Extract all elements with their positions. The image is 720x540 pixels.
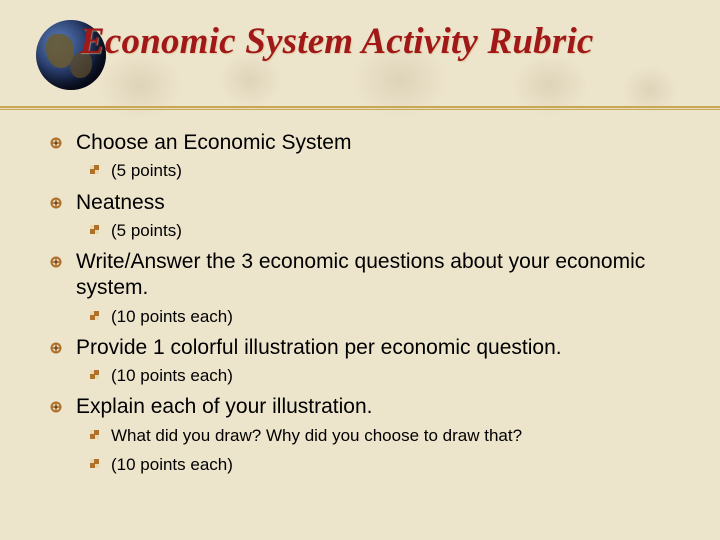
list-item-l1: Write/Answer the 3 economic questions ab… [50, 249, 680, 302]
title-underline [0, 106, 720, 108]
rubric-item: Neatness (5 points) [50, 190, 680, 242]
square-bullet-icon [90, 370, 99, 379]
rubric-item: Provide 1 colorful illustration per econ… [50, 335, 680, 387]
item-text: Neatness [76, 190, 165, 216]
subitem-text: What did you draw? Why did you choose to… [111, 425, 522, 446]
list-item-l2: What did you draw? Why did you choose to… [90, 425, 680, 446]
slide-title: Economic System Activity Rubric [80, 20, 710, 63]
compass-bullet-icon [50, 137, 62, 149]
list-item-l2: (10 points each) [90, 454, 680, 475]
rubric-item: Choose an Economic System (5 points) [50, 130, 680, 182]
subitem-text: (5 points) [111, 160, 182, 181]
list-item-l2: (10 points each) [90, 365, 680, 386]
subitem-text: (10 points each) [111, 306, 233, 327]
list-item-l1: Choose an Economic System [50, 130, 680, 156]
square-bullet-icon [90, 430, 99, 439]
subitem-text: (10 points each) [111, 365, 233, 386]
square-bullet-icon [90, 165, 99, 174]
list-item-l1: Neatness [50, 190, 680, 216]
list-item-l2: (5 points) [90, 160, 680, 181]
item-text: Write/Answer the 3 economic questions ab… [76, 249, 680, 302]
subitem-text: (5 points) [111, 220, 182, 241]
square-bullet-icon [90, 225, 99, 234]
compass-bullet-icon [50, 342, 62, 354]
list-item-l1: Provide 1 colorful illustration per econ… [50, 335, 680, 361]
subitem-text: (10 points each) [111, 454, 233, 475]
square-bullet-icon [90, 311, 99, 320]
item-text: Explain each of your illustration. [76, 394, 373, 420]
list-item-l2: (5 points) [90, 220, 680, 241]
item-text: Choose an Economic System [76, 130, 351, 156]
compass-bullet-icon [50, 197, 62, 209]
content-area: Choose an Economic System (5 points) Nea… [50, 130, 680, 483]
square-bullet-icon [90, 459, 99, 468]
rubric-item: Write/Answer the 3 economic questions ab… [50, 249, 680, 327]
compass-bullet-icon [50, 401, 62, 413]
compass-bullet-icon [50, 256, 62, 268]
list-item-l1: Explain each of your illustration. [50, 394, 680, 420]
item-text: Provide 1 colorful illustration per econ… [76, 335, 562, 361]
rubric-item: Explain each of your illustration. What … [50, 394, 680, 475]
list-item-l2: (10 points each) [90, 306, 680, 327]
